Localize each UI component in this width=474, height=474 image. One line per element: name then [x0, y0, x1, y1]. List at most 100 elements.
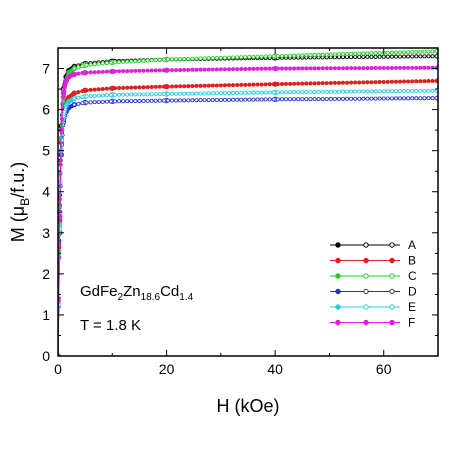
legend-item-C: C: [330, 269, 417, 283]
scan-marker-B: [275, 82, 280, 87]
scan-marker-B: [186, 84, 191, 89]
scan-marker-B: [88, 87, 93, 92]
scan-marker-B: [345, 80, 350, 85]
scan-marker-F: [222, 67, 227, 72]
legend-label: E: [408, 300, 416, 314]
scan-marker-E: [198, 91, 203, 96]
scan-marker-B: [381, 79, 386, 84]
legend-label: C: [408, 269, 417, 283]
scan-marker-E: [133, 92, 138, 97]
scan-marker-D: [263, 97, 268, 102]
y-tick-label: 2: [42, 266, 50, 282]
scan-marker-C: [300, 53, 305, 58]
scan-marker-E: [361, 89, 366, 94]
formula-subscript: 18.6: [141, 292, 161, 303]
scan-marker-B: [194, 83, 199, 88]
scan-marker-D: [414, 96, 419, 101]
scan-marker-F: [336, 66, 341, 71]
scan-marker-D: [381, 96, 386, 101]
scan-marker-C: [320, 52, 325, 57]
scan-marker-B: [304, 81, 309, 86]
scan-marker-D: [198, 98, 203, 103]
scan-marker-C: [125, 59, 130, 64]
legend-marker: [389, 257, 395, 264]
scan-marker-F: [182, 67, 187, 72]
scan-marker-D: [182, 98, 187, 103]
scan-marker-C: [393, 50, 398, 55]
scan-marker-E: [157, 92, 162, 97]
scan-marker-F: [357, 66, 362, 71]
scan-marker-D: [426, 96, 431, 101]
scan-marker-D: [235, 97, 240, 102]
scan-marker-C: [267, 54, 272, 59]
scan-marker-C: [336, 52, 341, 57]
scan-marker-B: [414, 79, 419, 84]
scan-marker-F: [389, 65, 394, 70]
y-tick-label: 7: [42, 61, 50, 77]
scan-marker-B: [393, 79, 398, 84]
scan-marker-C: [414, 49, 419, 54]
scan-marker-F: [72, 72, 77, 77]
y-tick-label: 4: [42, 184, 50, 200]
scan-marker-E: [113, 92, 118, 97]
scan-marker-E: [402, 89, 407, 94]
scan-marker-B: [430, 78, 435, 83]
scan-marker-E: [243, 90, 248, 95]
x-axis-title: H (kOe): [217, 396, 280, 416]
scan-marker-C: [308, 53, 313, 58]
scan-marker-E: [324, 89, 329, 94]
scan-marker-C: [345, 52, 350, 57]
scan-marker-E: [288, 90, 293, 95]
legend-marker: [335, 319, 341, 326]
scan-marker-B: [165, 84, 170, 89]
scan-marker-A: [418, 54, 423, 59]
scan-marker-A: [402, 54, 407, 59]
scan-marker-C: [349, 51, 354, 56]
series-line-C: [58, 50, 438, 356]
scan-marker-D: [202, 98, 207, 103]
scan-marker-C: [365, 51, 370, 56]
scan-marker-D: [161, 98, 166, 103]
scan-marker-C: [113, 60, 118, 65]
scan-marker-B: [320, 81, 325, 86]
scan-marker-E: [247, 90, 252, 95]
y-axis-title-main: M (μ: [8, 206, 28, 242]
scan-marker-D: [145, 98, 150, 103]
scan-marker-C: [275, 54, 280, 59]
scan-marker-D: [292, 97, 297, 102]
scan-marker-F: [320, 66, 325, 71]
scan-marker-C: [88, 62, 93, 67]
scan-marker-D: [406, 96, 411, 101]
scan-marker-B: [397, 79, 402, 84]
scan-marker-E: [373, 89, 378, 94]
scan-marker-D: [100, 99, 105, 104]
scan-marker-B: [104, 86, 109, 91]
scan-marker-F: [153, 68, 158, 73]
scan-marker-D: [186, 98, 191, 103]
scan-marker-E: [218, 91, 223, 96]
scan-marker-B: [235, 83, 240, 88]
scan-marker-F: [385, 65, 390, 70]
scan-marker-B: [231, 83, 236, 88]
scan-marker-D: [194, 98, 199, 103]
scan-marker-C: [174, 57, 179, 62]
scan-marker-F: [214, 67, 219, 72]
scan-marker-E: [304, 90, 309, 95]
legend-marker: [389, 304, 395, 310]
scan-marker-B: [247, 82, 252, 87]
scan-marker-E: [76, 95, 81, 100]
scan-marker-F: [169, 68, 174, 73]
scan-marker-A: [397, 54, 402, 59]
scan-marker-D: [300, 97, 305, 102]
scan-marker-C: [117, 60, 122, 65]
scan-marker-B: [76, 90, 81, 95]
scan-marker-E: [251, 90, 256, 95]
scan-marker-E: [72, 96, 77, 101]
scan-marker-F: [108, 69, 113, 74]
scan-marker-B: [100, 86, 105, 91]
scan-marker-E: [316, 89, 321, 94]
scan-marker-D: [397, 96, 402, 101]
scan-marker-B: [271, 82, 276, 87]
scan-marker-D: [296, 97, 301, 102]
scan-marker-E: [186, 91, 191, 96]
